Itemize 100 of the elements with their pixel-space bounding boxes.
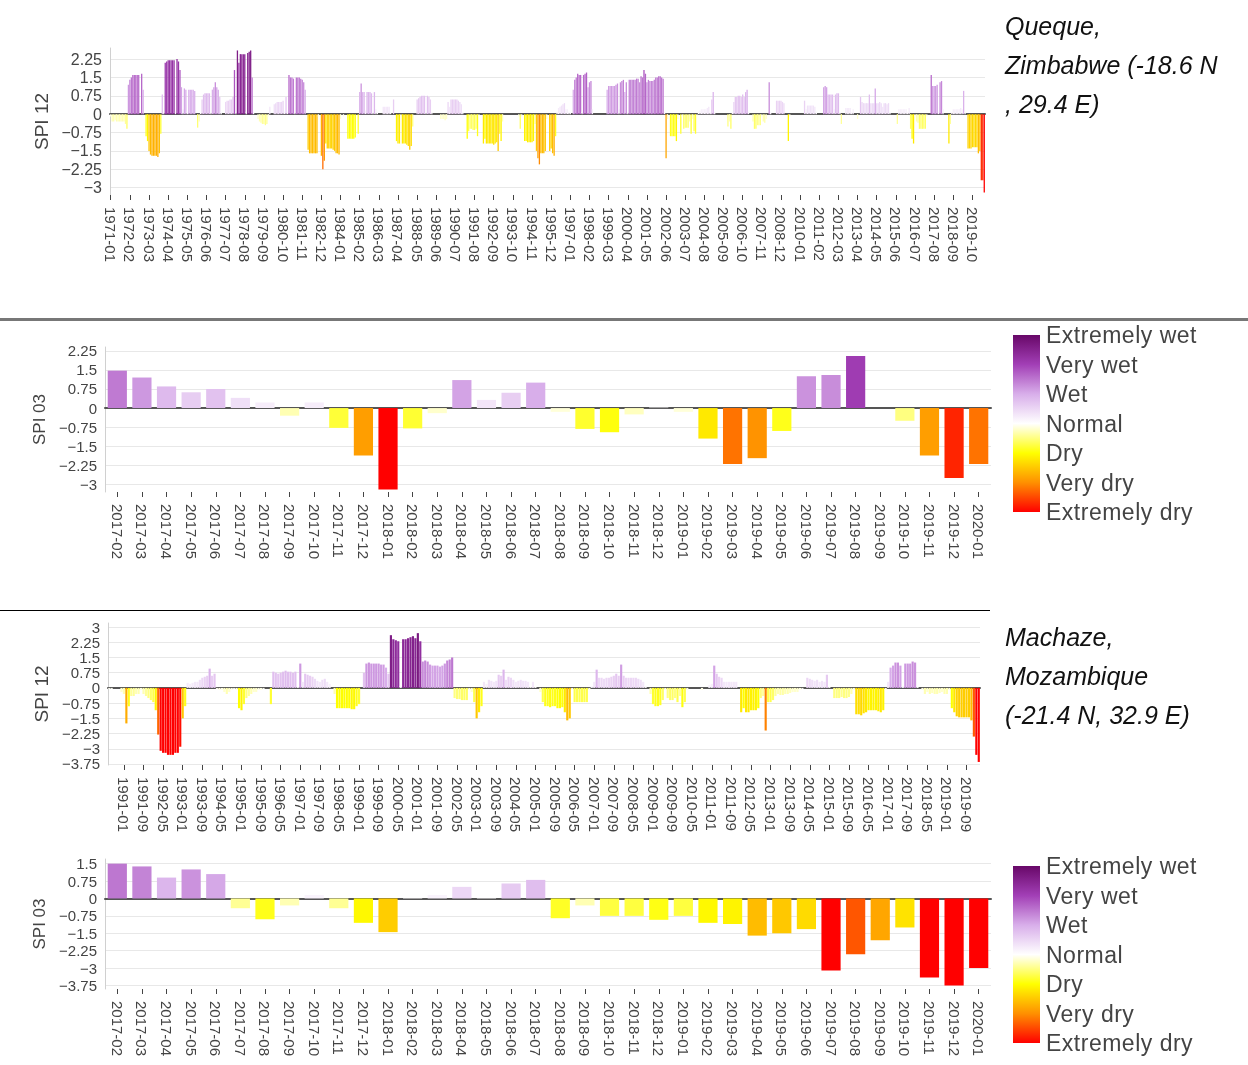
y-axis-title: SPI 12 — [31, 665, 53, 723]
x-tick-label: 2018-11 — [625, 504, 643, 558]
x-tick-label: 2017-04 — [158, 504, 176, 560]
x-tick-label: 1998-05 — [330, 777, 348, 833]
x-tick-label: 2011-09 — [722, 777, 740, 831]
y-tick-label: 0 — [93, 105, 103, 123]
text: Queque, Zimbabwe (-18.6 N, 29.4 E) — [1004, 11, 1219, 118]
x-tick-label: 2010-01 — [791, 207, 809, 263]
x-tick-label: 1990-07 — [446, 207, 464, 263]
x-tick-label: 2013-04 — [849, 207, 867, 263]
x-tick-label: 2018-05 — [477, 1001, 495, 1057]
x-tick-label: 2015-01 — [820, 777, 838, 833]
x-tick-label: 2017-10 — [305, 1001, 323, 1057]
x-tick-label: 2017-10 — [305, 504, 323, 560]
x-tick-label: 1975-05 — [178, 207, 196, 263]
x-tick-label: 2017-09 — [281, 504, 299, 560]
x-tick-label: 2018-09 — [576, 1001, 594, 1057]
y-tick-label: −1.5 — [70, 142, 103, 160]
y-tick-label: 0 — [88, 399, 97, 417]
x-tick-label: 1972-02 — [121, 207, 139, 263]
x-tick-label: 2009-01 — [644, 777, 662, 833]
x-tick-label: 2019-11 — [920, 1001, 938, 1055]
x-tick-label: 2017-01 — [879, 777, 897, 833]
x-tick-label: 2013-09 — [781, 777, 799, 833]
x-tick-label: 1971-01 — [102, 207, 120, 263]
x-tick-label: 1991-09 — [135, 777, 153, 833]
x-tick-label: 1995-09 — [252, 777, 270, 833]
x-tick-label: 2019-01 — [674, 1001, 692, 1057]
y-tick-label: 0.75 — [70, 87, 103, 105]
x-tick-label: 2017-02 — [108, 1001, 126, 1057]
x-tick-label: 1994-05 — [213, 777, 231, 833]
x-tick-label: 2017-03 — [133, 1001, 151, 1057]
x-tick-label: 2019-05 — [773, 504, 791, 560]
x-tick-label: 2001-05 — [638, 207, 656, 263]
x-tick-label: 2018-04 — [453, 1001, 471, 1057]
x-tick-label: 1992-09 — [485, 207, 503, 263]
y-tick-label: −1.5 — [67, 437, 97, 455]
x-tick-label: 2020-01 — [970, 504, 988, 560]
x-tick-label: 2018-09 — [944, 207, 962, 263]
y-tick-label: 1.5 — [76, 855, 97, 873]
x-tick-label: 1995-01 — [232, 777, 250, 833]
y-axis-title: SPI 03 — [30, 898, 50, 950]
x-tick-label: 2019-08 — [847, 1001, 865, 1057]
x-tick-label: 2017-07 — [231, 1001, 249, 1057]
x-tick-label: 1982-12 — [312, 207, 330, 263]
x-tick-label: 2007-11 — [753, 207, 771, 261]
x-tick-label: 2017-03 — [133, 504, 151, 560]
y-tick-label: −0.75 — [59, 418, 97, 436]
x-tick-label: 2018-04 — [453, 504, 471, 560]
x-tick-label: 2018-12 — [650, 504, 668, 560]
x-tick-label: 2019-02 — [699, 1001, 717, 1057]
x-tick-label: 2016-05 — [860, 777, 878, 833]
x-tick-label: 1999-01 — [350, 777, 368, 833]
x-tick-label: 2017-12 — [354, 504, 372, 560]
x-tick-label: 2011-01 — [703, 777, 721, 831]
x-tick-label: 2018-10 — [601, 504, 619, 560]
x-tick-label: 1993-10 — [504, 207, 522, 263]
color-bar-label: Extremely dry — [1046, 498, 1194, 525]
x-tick-label: 1987-04 — [389, 207, 407, 263]
x-tick-label: 1984-01 — [332, 207, 350, 263]
x-tick-label: 2017-08 — [256, 1001, 274, 1057]
x-tick-label: 2012-03 — [829, 207, 847, 263]
y-tick-label: −2.25 — [61, 160, 103, 178]
x-tick-label: 1974-04 — [159, 207, 177, 263]
x-tick-label: 2007-01 — [585, 777, 603, 833]
x-tick-label: 1980-10 — [274, 207, 292, 263]
x-tick-label: 1998-02 — [580, 207, 598, 263]
color-bar-label: Very wet — [1046, 351, 1139, 377]
x-tick-label: 2019-09 — [871, 504, 889, 560]
x-tick-label: 1992-05 — [154, 777, 172, 833]
y-tick-label: −0.75 — [59, 907, 97, 925]
x-tick-label: 2018-05 — [918, 777, 936, 833]
color-bar-label: Extremely wet — [1046, 321, 1197, 348]
x-tick-label: 2020-01 — [970, 1001, 988, 1057]
x-tick-label: 2018-02 — [404, 504, 422, 560]
x-tick-label: 2000-05 — [389, 777, 407, 833]
x-tick-label: 2019-07 — [822, 504, 840, 560]
x-tick-label: 2004-08 — [695, 207, 713, 263]
x-tick-label: 2018-07 — [527, 504, 545, 560]
x-tick-label: 1989-06 — [427, 207, 445, 263]
x-tick-label: 2017-05 — [182, 1001, 200, 1057]
x-tick-label: 2018-01 — [379, 1001, 397, 1057]
x-tick-label: 2019-11 — [920, 504, 938, 558]
x-tick-label: 2019-10 — [896, 504, 914, 560]
x-tick-label: 1979-09 — [255, 207, 273, 263]
x-tick-label: 1991-01 — [115, 777, 133, 833]
y-tick-label: −3.75 — [62, 755, 100, 773]
x-tick-label: 2005-01 — [526, 777, 544, 833]
y-tick-label: −3.75 — [59, 977, 97, 995]
x-tick-label: 2003-01 — [468, 777, 486, 833]
color-bar-label: Wet — [1046, 380, 1088, 407]
x-tick-label: 2017-06 — [207, 1001, 225, 1057]
color-bar-label: Extremely dry — [1046, 1029, 1194, 1056]
x-tick-label: 2019-01 — [938, 777, 956, 833]
x-tick-label: 1986-03 — [370, 207, 388, 263]
x-tick-label: 2009-09 — [664, 777, 682, 833]
x-tick-label: 1973-03 — [140, 207, 158, 263]
y-tick-label: −3 — [79, 475, 97, 493]
color-bar-label: Extremely wet — [1046, 852, 1197, 879]
x-tick-label: 2019-07 — [822, 1001, 840, 1057]
